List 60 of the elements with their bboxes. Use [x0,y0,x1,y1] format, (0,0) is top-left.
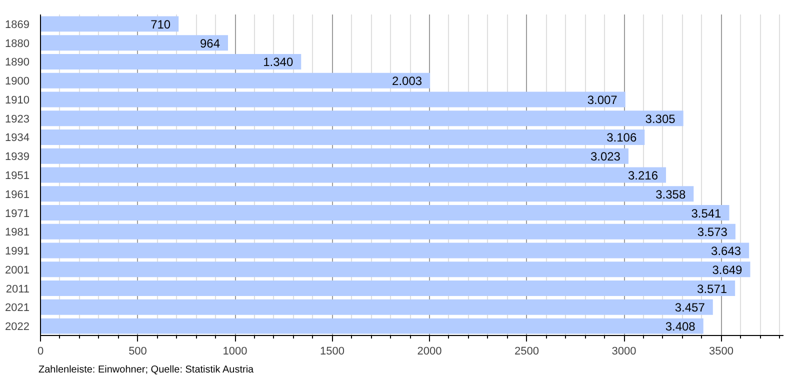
x-tick-label: 0 [37,346,44,358]
data-label: 3.571 [697,282,728,296]
data-label: 1.340 [263,55,294,70]
y-tick-label: 2011 [6,283,30,296]
bar [40,224,736,240]
bar [40,16,179,32]
bar [40,148,628,164]
x-tick-label: 1500 [320,346,345,358]
data-label: 3.573 [697,225,728,240]
bar [40,54,302,70]
bar [40,35,228,51]
data-label: 3.541 [691,206,722,220]
data-label: 3.216 [628,168,658,182]
bar [40,167,666,183]
data-label: 3.643 [711,244,742,258]
bar [40,110,684,126]
bar [40,186,694,202]
data-label: 3.408 [665,320,696,334]
y-tick-label: 1869 [5,18,30,31]
data-label: 2.003 [392,74,422,88]
y-tick-label: 1981 [5,226,30,239]
data-label: 3.007 [587,92,618,107]
data-label: 3.358 [656,187,686,202]
bar [40,72,430,88]
bar [40,318,704,334]
y-tick-label: 1923 [5,113,30,126]
bar [40,92,626,108]
y-tick-label: 2022 [5,321,30,334]
data-label: 964 [200,36,220,50]
data-label: 3.106 [606,130,637,145]
y-tick-label: 1991 [5,246,30,258]
y-tick-label: 2001 [5,264,30,276]
y-tick-label: 1951 [5,170,30,182]
x-tick-label: 500 [128,346,147,358]
y-tick-label: 1900 [5,76,30,88]
y-tick-label: 1934 [5,132,30,144]
bar [40,129,645,145]
x-tick-label: 2500 [514,346,540,358]
data-label: 3.023 [590,150,621,164]
data-label: 710 [150,17,171,32]
bar [40,242,750,258]
y-tick-label: 1961 [5,188,30,201]
data-label: 3.305 [645,112,676,126]
y-tick-label: 1939 [5,151,30,164]
bar [40,262,750,278]
bar [40,280,736,296]
data-label: 3.457 [674,300,706,315]
y-tick-label: 1971 [5,208,30,220]
x-tick-label: 1000 [222,346,248,358]
x-tick-label: 2000 [417,346,442,358]
bar [40,299,713,315]
data-label: 3.649 [712,262,743,277]
x-tick-label: 3000 [612,346,636,358]
bar [40,205,730,221]
y-tick-label: 1880 [5,38,30,50]
y-tick-label: 2021 [5,302,30,314]
text: Zahlenleiste: Einwohner; Quelle: Statistik Austria [38,364,254,376]
x-tick-label: 3500 [709,346,734,358]
y-tick-label: 1910 [5,94,30,106]
y-tick-label: 1890 [5,56,30,69]
